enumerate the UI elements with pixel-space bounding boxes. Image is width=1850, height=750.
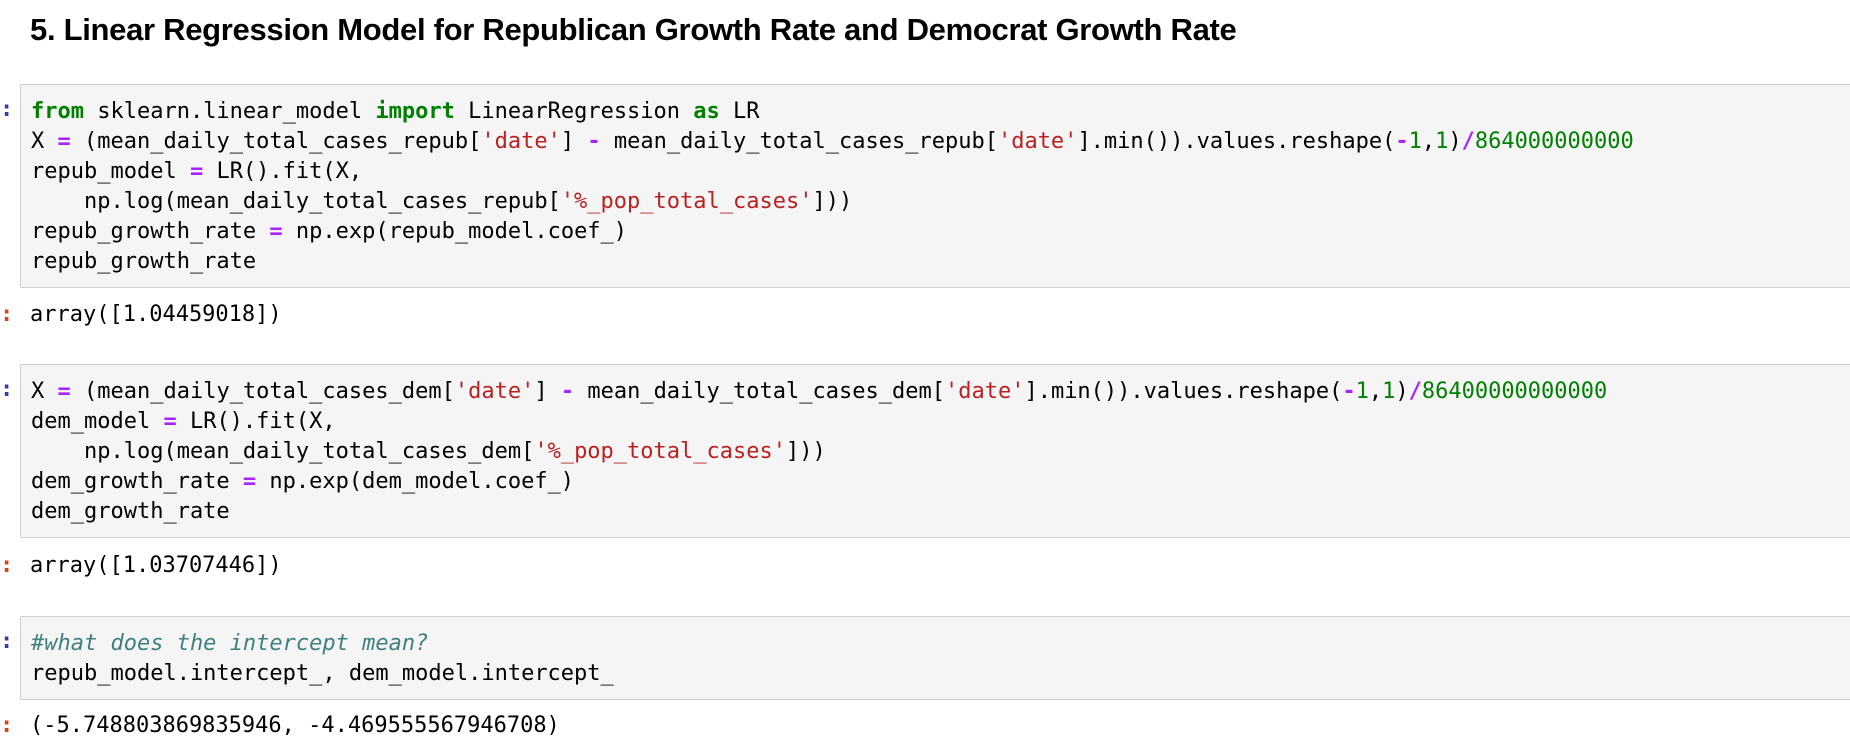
code-token: ) — [1448, 129, 1462, 154]
code-token: = — [163, 409, 177, 434]
code-token: = — [269, 219, 283, 244]
code-token: np.log(mean_daily_total_cases_dem[ — [31, 439, 535, 464]
code-token: X — [31, 379, 58, 404]
code-token: sklearn.linear_model — [83, 99, 376, 124]
input-prompt: : — [0, 97, 14, 122]
code-token: ] — [560, 129, 588, 154]
code-token: dem_growth_rate — [31, 469, 243, 494]
code-line: repub_growth_rate = np.exp(repub_model.c… — [31, 217, 1850, 247]
code-line: X = (mean_daily_total_cases_dem['date'] … — [31, 377, 1850, 407]
code-token: np.exp(dem_model.coef_) — [256, 469, 575, 494]
code-line: repub_model.intercept_, dem_model.interc… — [31, 659, 1850, 689]
code-token: - — [1342, 379, 1356, 404]
code-token: = — [57, 379, 71, 404]
code-token: #what does the intercept mean? — [31, 631, 429, 656]
code-token: mean_daily_total_cases_dem[ — [574, 379, 945, 404]
code-token: - — [1395, 129, 1409, 154]
code-token: / — [1408, 379, 1422, 404]
output-prompt: : — [0, 302, 14, 327]
code-token: repub_model.intercept_, dem_model.interc… — [31, 661, 614, 686]
code-line: np.log(mean_daily_total_cases_repub['%_p… — [31, 187, 1850, 217]
section-heading: 5. Linear Regression Model for Republica… — [30, 12, 1237, 47]
code-cell-dem[interactable]: X = (mean_daily_total_cases_dem['date'] … — [20, 364, 1850, 538]
code-token: LinearRegression — [454, 99, 694, 124]
code-token: = — [57, 129, 71, 154]
output-prompt: : — [0, 713, 14, 738]
code-token: '%_pop_total_cases' — [534, 439, 786, 464]
code-token: ].min()).values.reshape( — [1024, 379, 1343, 404]
cell-output-repub: array([1.04459018]) — [30, 302, 282, 327]
code-token: / — [1461, 129, 1475, 154]
code-line: repub_model = LR().fit(X, — [31, 157, 1850, 187]
code-token: 'date' — [481, 129, 561, 154]
code-token: 1 — [1355, 379, 1369, 404]
code-token: dem_model — [31, 409, 164, 434]
code-token: LR().fit(X, — [176, 409, 336, 434]
code-token: repub_growth_rate — [31, 249, 257, 274]
code-token: 1 — [1382, 379, 1396, 404]
code-token: ].min()).values.reshape( — [1077, 129, 1396, 154]
output-prompt: : — [0, 553, 14, 578]
code-editor[interactable]: X = (mean_daily_total_cases_dem['date'] … — [21, 365, 1850, 527]
code-token: ] — [534, 379, 561, 404]
code-token: ])) — [786, 439, 826, 464]
code-token: repub_model — [31, 159, 190, 184]
code-token: LR — [719, 99, 760, 124]
code-token: 86400000000000 — [1421, 379, 1608, 404]
code-token: from — [31, 99, 84, 124]
code-token: 864000000000 — [1474, 129, 1634, 154]
code-token: LR().fit(X, — [203, 159, 363, 184]
code-token: mean_daily_total_cases_repub[ — [600, 129, 998, 154]
code-editor[interactable]: #what does the intercept mean? repub_mode… — [21, 617, 1850, 689]
code-token: np.log(mean_daily_total_cases_repub[ — [31, 189, 561, 214]
input-prompt: : — [0, 629, 14, 654]
code-token: dem_growth_rate — [31, 499, 230, 524]
code-token: X — [31, 129, 58, 154]
code-token: - — [587, 129, 601, 154]
code-line: dem_growth_rate = np.exp(dem_model.coef_… — [31, 467, 1850, 497]
code-cell-repub[interactable]: from sklearn.linear_model import LinearR… — [20, 84, 1850, 288]
code-line: repub_growth_rate — [31, 247, 1850, 277]
code-cell-intercept[interactable]: #what does the intercept mean? repub_mode… — [20, 616, 1850, 700]
code-token: as — [693, 99, 720, 124]
code-token: ])) — [812, 189, 853, 214]
code-token: import — [375, 99, 455, 124]
code-token: repub_growth_rate — [31, 219, 270, 244]
cell-output-intercept: (-5.748803869835946, -4.469555567946708) — [30, 713, 560, 738]
code-token: 'date' — [454, 379, 535, 404]
code-token: (mean_daily_total_cases_repub[ — [70, 129, 482, 154]
code-token: 'date' — [997, 129, 1078, 154]
code-token: - — [560, 379, 575, 404]
code-token: '%_pop_total_cases' — [560, 189, 813, 214]
code-line: dem_model = LR().fit(X, — [31, 407, 1850, 437]
code-line: dem_growth_rate — [31, 497, 1850, 527]
code-line: np.log(mean_daily_total_cases_dem['%_pop… — [31, 437, 1850, 467]
code-editor[interactable]: from sklearn.linear_model import LinearR… — [21, 85, 1850, 277]
code-token: (mean_daily_total_cases_dem[ — [70, 379, 455, 404]
input-prompt: : — [0, 377, 14, 402]
code-token: ) — [1395, 379, 1409, 404]
code-line: from sklearn.linear_model import LinearR… — [31, 97, 1850, 127]
code-token: 'date' — [944, 379, 1025, 404]
code-line: X = (mean_daily_total_cases_repub['date'… — [31, 127, 1850, 157]
code-token: 1 — [1408, 129, 1422, 154]
code-token: , — [1368, 379, 1383, 404]
code-token: = — [242, 469, 257, 494]
code-token: 1 — [1435, 129, 1449, 154]
code-token: np.exp(repub_model.coef_) — [282, 219, 628, 244]
code-token: = — [189, 159, 204, 184]
code-line: #what does the intercept mean? — [31, 629, 1850, 659]
cell-output-dem: array([1.03707446]) — [30, 553, 282, 578]
code-token: , — [1421, 129, 1436, 154]
